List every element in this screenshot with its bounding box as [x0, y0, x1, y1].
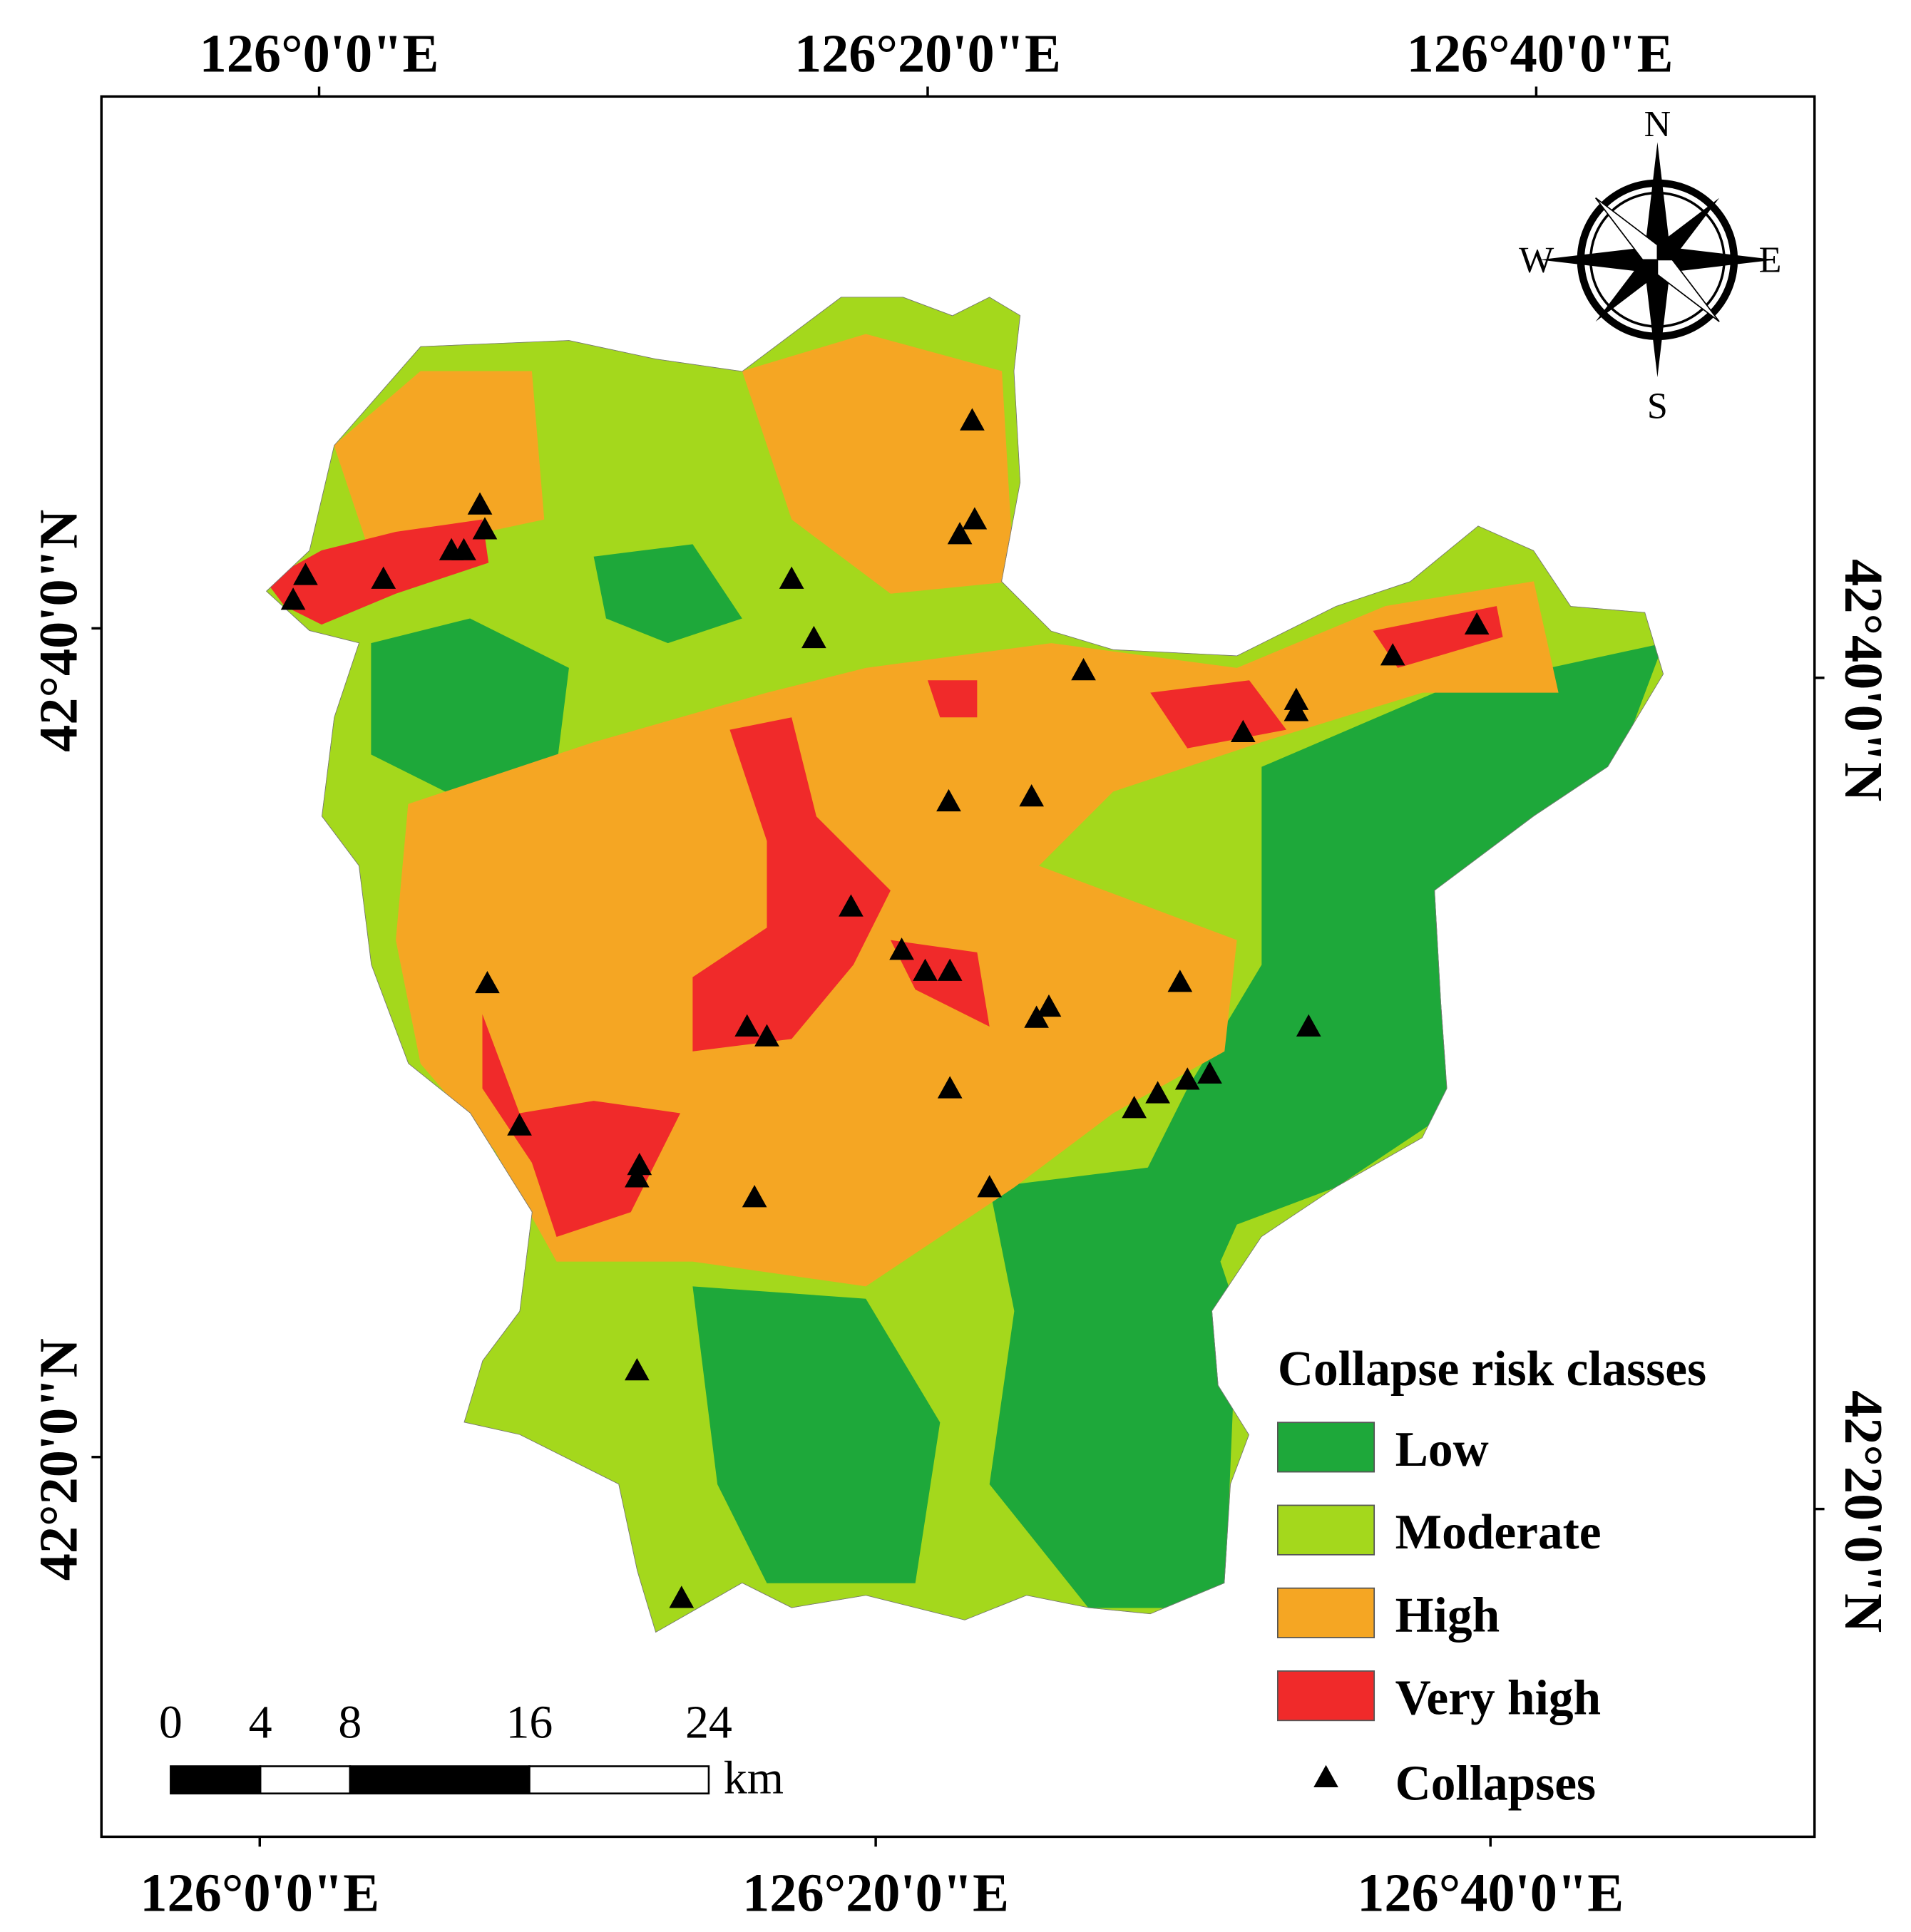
lon-label: 126°20'0"E	[794, 24, 1061, 84]
collapse-marker	[1122, 1096, 1147, 1119]
collapse-marker	[371, 566, 396, 589]
legend-marker	[1313, 1764, 1338, 1788]
collapse-marker	[451, 538, 476, 560]
collapse-marker	[507, 1113, 532, 1136]
risk-zone	[334, 371, 545, 557]
risk-zone	[989, 1162, 1237, 1608]
lat-label: 42°20'0"N	[29, 1338, 89, 1581]
collapse-marker	[627, 1152, 652, 1176]
risk-zone	[371, 618, 569, 804]
scale-label: 24	[685, 1697, 732, 1749]
scale-segment	[170, 1765, 262, 1794]
frame-ticks	[91, 86, 1825, 1847]
collapse-marker	[1284, 699, 1309, 721]
compass-south: S	[1647, 386, 1668, 426]
compass-west: W	[1519, 240, 1554, 281]
risk-zone	[593, 544, 742, 644]
collapse-marker	[1174, 1067, 1200, 1090]
lat-label: 42°20'0"N	[1833, 1390, 1894, 1633]
collapse-marker	[1380, 643, 1405, 666]
lon-label: 126°0'0"E	[140, 1862, 379, 1923]
collapse-marker	[475, 970, 500, 994]
collapse-marker	[742, 1185, 767, 1208]
risk-zone	[1150, 680, 1287, 749]
collapse-marker	[293, 562, 318, 585]
collapse-marker	[936, 788, 961, 812]
legend-swatch	[1277, 1587, 1375, 1638]
collapse-marker	[624, 1165, 650, 1188]
collapse-marker	[977, 1175, 1003, 1198]
collapse-marker	[889, 937, 914, 960]
risk-zone	[692, 717, 891, 1052]
scale-label: 0	[159, 1697, 183, 1749]
lat-label: 42°40'0"N	[29, 510, 89, 752]
legend-swatch	[1277, 1670, 1375, 1722]
collapse-marker	[1167, 970, 1193, 992]
risk-zone	[1373, 606, 1503, 668]
risk-zone	[890, 940, 990, 1027]
collapse-marker	[779, 566, 804, 589]
risk-zone	[1113, 643, 1664, 1336]
collapse-marker	[801, 625, 826, 649]
legend-label: Collapses	[1395, 1756, 1596, 1811]
collapse-marker	[280, 587, 306, 610]
collapse-marker	[669, 1586, 695, 1608]
collapse-marker	[1296, 1014, 1321, 1037]
lon-label: 126°20'0"E	[742, 1862, 1009, 1923]
legend-label: High	[1395, 1588, 1500, 1643]
scale-label: 4	[249, 1697, 272, 1749]
collapse-marker	[937, 1076, 963, 1099]
legend-title: Collapse risk classes	[1278, 1342, 1706, 1397]
scale-segment	[349, 1765, 531, 1794]
risk-zone	[742, 334, 1015, 594]
scale-label: 16	[506, 1697, 553, 1749]
legend-label: Very high	[1395, 1671, 1601, 1726]
legend: Low Moderate High Very high Collapses	[1277, 1422, 1602, 1811]
collapse-marker	[1036, 994, 1062, 1017]
collapse-marker	[1071, 657, 1096, 681]
collapse-marker	[1197, 1061, 1222, 1084]
risk-zone	[265, 519, 489, 625]
scale-label: 8	[338, 1697, 362, 1749]
compass-east: E	[1759, 240, 1782, 281]
scale-segment	[528, 1765, 710, 1794]
collapse-marker	[624, 1357, 650, 1381]
lon-label: 126°40'0"E	[1357, 1862, 1624, 1923]
risk-zone	[692, 1286, 941, 1583]
compass: N S E W	[1519, 104, 1781, 427]
collapse-marker	[467, 492, 493, 515]
collapse-marker	[472, 517, 498, 540]
collapse-marker	[913, 958, 938, 981]
compass-north: N	[1644, 104, 1671, 145]
collapse-points	[280, 408, 1490, 1608]
collapse-marker	[839, 894, 864, 917]
scale-segment	[259, 1765, 352, 1794]
risk-surface	[265, 297, 1664, 1633]
collapse-marker	[734, 1014, 760, 1037]
legend-swatch	[1277, 1422, 1375, 1473]
scale-unit: km	[724, 1752, 784, 1804]
lon-label: 126°40'0"E	[1407, 24, 1674, 84]
legend-label: Moderate	[1395, 1505, 1602, 1560]
collapse-marker	[1019, 783, 1045, 807]
collapse-marker	[947, 522, 973, 545]
collapse-marker	[754, 1024, 779, 1047]
collapse-marker	[1145, 1081, 1170, 1104]
lat-label: 42°40'0"N	[1833, 559, 1894, 801]
collapse-marker	[962, 507, 988, 530]
legend-swatch	[1277, 1504, 1375, 1556]
collapse-marker	[960, 408, 985, 431]
risk-zone	[927, 680, 978, 718]
collapse-marker	[1464, 612, 1490, 635]
legend-label: Low	[1395, 1422, 1489, 1477]
lon-label: 126°0'0"E	[200, 24, 439, 84]
collapse-marker	[937, 958, 963, 981]
collapse-marker	[1230, 719, 1256, 742]
risk-zone	[396, 581, 1559, 1287]
